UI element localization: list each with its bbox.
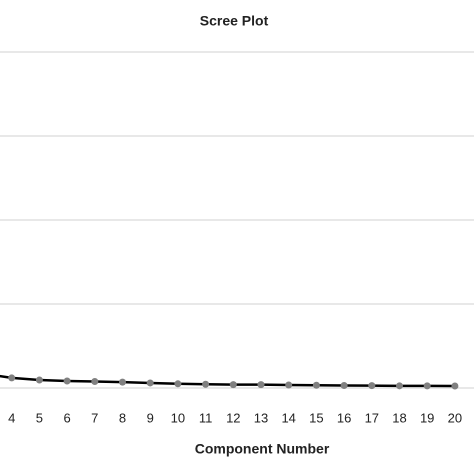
- x-tick-label: 8: [119, 410, 126, 425]
- data-point: [285, 381, 293, 389]
- x-axis-label: Component Number: [195, 441, 330, 457]
- series-line: [0, 374, 455, 388]
- data-point: [119, 378, 126, 386]
- data-point: [340, 381, 348, 389]
- data-point: [202, 380, 210, 388]
- data-point: [8, 374, 16, 382]
- data-point: [257, 381, 265, 389]
- x-tick-label: 10: [171, 410, 185, 425]
- x-tick-label: 5: [36, 410, 43, 425]
- x-tick-label: 20: [448, 410, 462, 425]
- x-tick-label: 6: [63, 410, 70, 425]
- x-tick-label: 13: [254, 410, 268, 425]
- data-point: [35, 376, 43, 384]
- x-tick-label: 16: [337, 410, 351, 425]
- data-point: [229, 381, 237, 389]
- x-tick-label: 17: [365, 410, 379, 425]
- chart-title: Scree Plot: [200, 13, 269, 29]
- data-point: [63, 377, 71, 385]
- data-point: [368, 382, 376, 390]
- data-point: [146, 379, 154, 387]
- x-tick-label: 14: [281, 410, 295, 425]
- x-tick-label: 19: [420, 410, 434, 425]
- x-tick-label: 7: [91, 410, 98, 425]
- x-tick-label: 18: [392, 410, 406, 425]
- x-tick-label: 15: [309, 410, 323, 425]
- data-point: [174, 380, 182, 388]
- data-point: [396, 382, 403, 390]
- x-tick-label: 9: [147, 410, 154, 425]
- data-point: [423, 382, 431, 390]
- x-tick-label: 12: [226, 410, 240, 425]
- data-point: [312, 381, 320, 389]
- x-tick-label: 11: [199, 410, 213, 425]
- data-point: [91, 378, 99, 386]
- x-tick-label: 4: [8, 410, 15, 425]
- data-point: [451, 382, 459, 390]
